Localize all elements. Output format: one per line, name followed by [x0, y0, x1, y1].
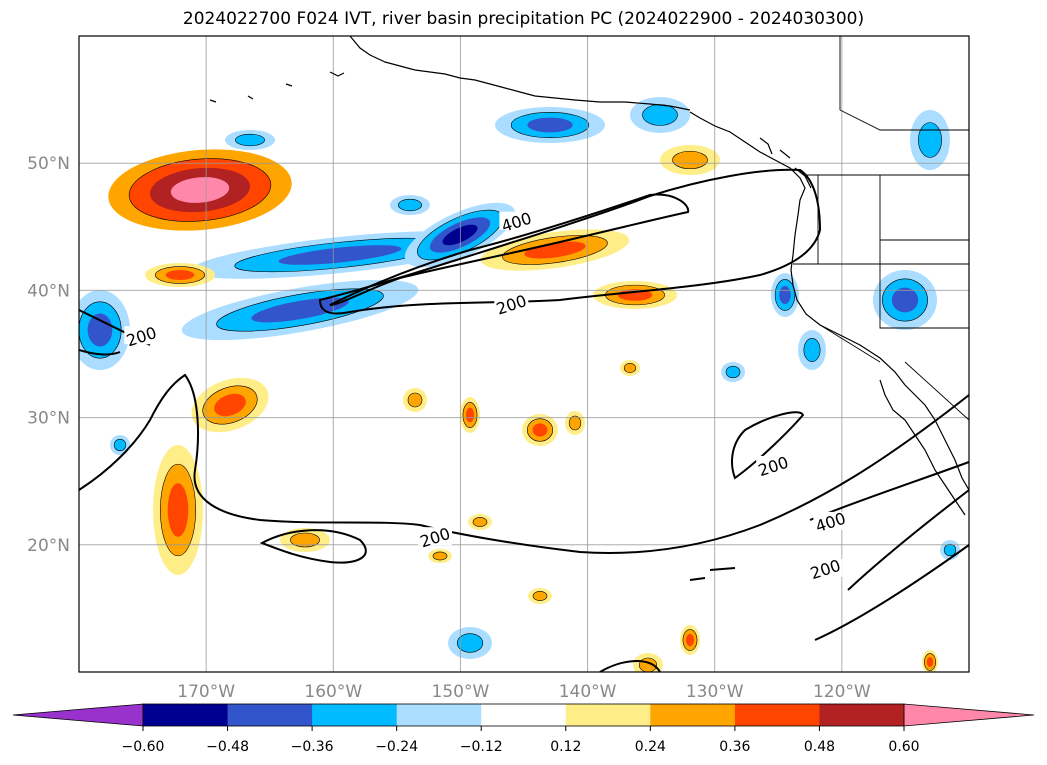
colorbar-segment — [227, 704, 313, 726]
colorbar-over-extension — [903, 703, 1035, 727]
precip-region-33 — [528, 588, 552, 604]
precip-region-13 — [873, 270, 937, 330]
precip-region-0 — [108, 149, 292, 231]
precip-region-24 — [448, 627, 492, 659]
precip-region-32 — [922, 650, 938, 672]
chart-title: 2024022700 F024 IVT, river basin precipi… — [182, 9, 865, 29]
map-frame — [78, 35, 970, 673]
colorbar-tick-label: −0.48 — [206, 739, 249, 755]
precip-region-25 — [680, 625, 700, 655]
precip-region-20 — [460, 397, 480, 433]
colorbar-segment — [565, 704, 651, 726]
precip-region-5 — [495, 107, 605, 143]
precip-region-6 — [630, 97, 690, 133]
precip-region-14 — [771, 273, 799, 317]
ivt-contour-200-bottom — [599, 567, 736, 672]
political-borders — [793, 36, 969, 421]
north-american-coastline — [689, 111, 969, 491]
colorbar-segment — [650, 704, 736, 726]
latitude-tick-label: 40°N — [27, 281, 70, 301]
colorbar-tick-label: 0.60 — [888, 739, 919, 755]
precip-region-17 — [390, 195, 430, 215]
canada-province-border — [839, 36, 969, 131]
colorbar-tick-label: 0.48 — [804, 739, 835, 755]
colorbar-tick-labels: −0.60 −0.48 −0.36 −0.24 −0.12 0.12 0.24 0.36 0.4… — [122, 726, 920, 755]
precip-region-27 — [565, 411, 585, 435]
colorbar-tick-label: −0.60 — [122, 739, 165, 755]
precip-region-19 — [522, 414, 558, 446]
coastlines — [209, 36, 969, 516]
longitude-tick-labels: 170°W 160°W 150°W 140°W 130°W 120°W — [177, 682, 871, 702]
kodiak-islands — [209, 71, 812, 189]
state-borders — [793, 175, 969, 421]
precip-region-22 — [280, 528, 330, 552]
precip-region-16 — [910, 110, 950, 170]
baja-coastline — [879, 379, 966, 516]
colorbar-tick-label: 0.24 — [635, 739, 666, 755]
precip-region-10 — [145, 263, 215, 287]
precip-region-21 — [403, 388, 427, 412]
longitude-tick-label: 120°W — [813, 682, 871, 702]
ivt-contour-200-island — [259, 529, 367, 564]
precip-region-15 — [798, 330, 826, 370]
colorbar-tick-label: −0.36 — [291, 739, 334, 755]
precip-region-11 — [191, 377, 269, 433]
precip-region-30 — [110, 435, 130, 455]
ivt-contours — [79, 168, 969, 672]
latitude-tick-label: 50°N — [27, 154, 70, 174]
precip-region-28 — [721, 362, 745, 382]
precip-region-29 — [940, 540, 960, 560]
aleutian-coast — [349, 36, 691, 111]
latitude-tick-label: 20°N — [27, 536, 70, 556]
precip-region-26 — [620, 360, 640, 376]
colorbar-tick-label: 0.36 — [719, 739, 750, 755]
colorbar — [12, 703, 1035, 727]
precip-region-7 — [660, 145, 720, 175]
colorbar-tick-label: −0.24 — [375, 739, 418, 755]
longitude-tick-label: 170°W — [177, 682, 235, 702]
precip-region-12 — [153, 445, 203, 575]
precip-region-31 — [633, 653, 663, 672]
longitude-tick-label: 130°W — [686, 682, 744, 702]
colorbar-under-extension — [12, 703, 144, 727]
colorbar-segment — [143, 704, 229, 726]
longitude-tick-label: 160°W — [304, 682, 362, 702]
ivt-contour-400 — [329, 193, 690, 306]
colorbar-frame — [142, 703, 905, 727]
latitude-tick-labels: 50°N 40°N 30°N 20°N — [27, 154, 70, 556]
ivt-contour-200-south — [79, 373, 969, 554]
colorbar-segment — [396, 704, 482, 726]
precip-region-34 — [428, 549, 452, 563]
colorbar-tick-label: 0.12 — [550, 739, 581, 755]
colorbar-segment — [819, 704, 905, 726]
ivt-contour-200-east — [731, 411, 805, 480]
longitude-tick-label: 150°W — [432, 682, 490, 702]
colorbar-segment — [312, 704, 398, 726]
colorbar-tick-label: −0.12 — [460, 739, 503, 755]
latitude-tick-label: 30°N — [27, 409, 70, 429]
precip-region-23 — [468, 514, 492, 530]
precip-region-18 — [225, 130, 275, 150]
colorbar-segment — [481, 704, 567, 726]
longitude-tick-label: 140°W — [559, 682, 617, 702]
colorbar-segment — [734, 704, 820, 726]
